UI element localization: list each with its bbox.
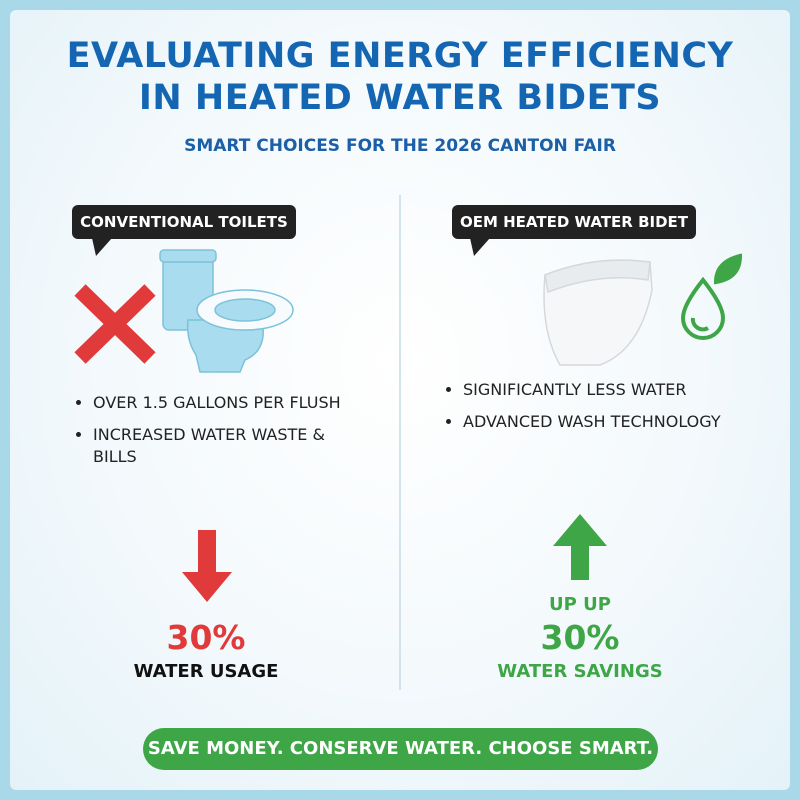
bullet: ADVANCED WASH TECHNOLOGY: [463, 411, 763, 433]
left-caption: WATER USAGE: [133, 661, 279, 682]
bullet: SIGNIFICANTLY LESS WATER: [463, 379, 763, 401]
subtitle: SMART CHOICES FOR THE 2026 CANTON FAIR: [184, 136, 616, 156]
right-bullets: SIGNIFICANTLY LESS WATER ADVANCED WASH T…: [445, 379, 763, 443]
eco-icon: [680, 253, 743, 340]
left-bullets: OVER 1.5 GALLONS PER FLUSH INCREASED WAT…: [75, 392, 353, 478]
cross-icon: [74, 284, 156, 364]
title-line: IN HEATED WATER BIDETS: [138, 78, 662, 118]
toilet-icon: [159, 249, 294, 373]
bubble-tail: [92, 238, 112, 256]
down-arrow: [182, 530, 232, 602]
right-label: OEM HEATED WATER BIDET: [452, 205, 696, 239]
title-line: EVALUATING ENERGY EFFICIENCY: [66, 36, 734, 76]
bidet-icon: [543, 259, 653, 366]
footer-banner: SAVE MONEY. CONSERVE WATER. CHOOSE SMART…: [143, 728, 658, 770]
bullet: INCREASED WATER WASTE & BILLS: [93, 424, 353, 468]
up-arrow: [553, 514, 607, 580]
left-label: CONVENTIONAL TOILETS: [72, 205, 296, 239]
right-caption: WATER SAVINGS: [497, 661, 663, 682]
right-stat: 30%: [540, 618, 620, 657]
bullet: OVER 1.5 GALLONS PER FLUSH: [93, 392, 353, 414]
bubble-tail: [470, 238, 490, 256]
right-pre-stat: UP UP: [549, 594, 611, 615]
left-stat: 30%: [166, 618, 246, 657]
